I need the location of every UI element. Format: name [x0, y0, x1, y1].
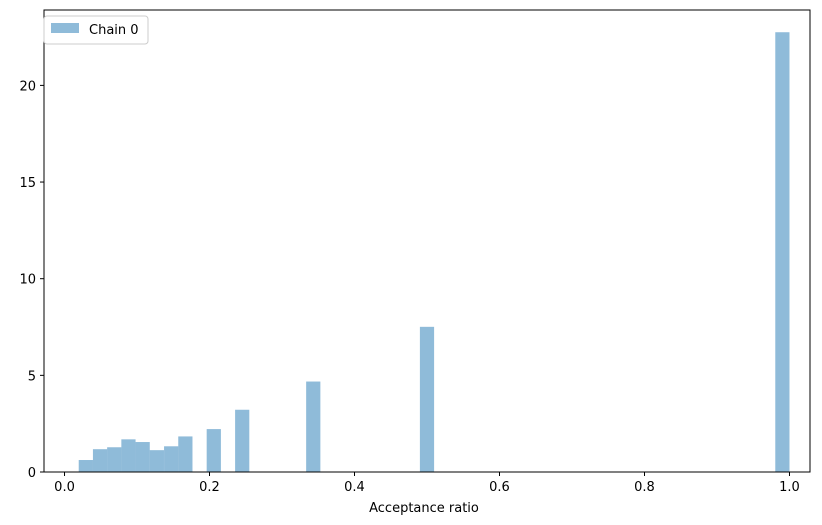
y-tick-label: 10 — [19, 273, 36, 288]
histogram-bar — [206, 429, 221, 472]
legend-label: Chain 0 — [89, 23, 139, 38]
x-tick-label: 0.0 — [54, 480, 75, 495]
x-tick-label: 0.2 — [199, 480, 220, 495]
bars-layer — [78, 32, 790, 472]
histogram-bar — [149, 450, 164, 472]
histogram-bar — [135, 442, 150, 472]
y-tick-label: 0 — [28, 466, 36, 481]
axes-layer — [43, 9, 811, 473]
x-tick-label: 1.0 — [779, 480, 800, 495]
plot-frame — [43, 9, 811, 473]
histogram-bar — [107, 447, 122, 472]
histogram-bar — [419, 326, 435, 472]
histogram-bar — [164, 446, 179, 472]
x-tick-label: 0.4 — [344, 480, 365, 495]
ticks-layer: 0.0 0.2 0.4 0.6 0.8 1.0 0 5 10 15 20 — [19, 79, 799, 495]
legend-swatch — [51, 23, 79, 33]
y-tick-label: 5 — [28, 369, 36, 384]
y-tick-label: 20 — [19, 79, 36, 94]
legend: Chain 0 — [43, 15, 149, 45]
histogram-bar — [306, 381, 321, 472]
histogram-bar — [121, 439, 136, 472]
x-tick-label: 0.6 — [489, 480, 510, 495]
x-axis-label: Acceptance ratio — [369, 501, 479, 516]
histogram-bar — [78, 460, 93, 472]
x-tick-label: 0.8 — [634, 480, 655, 495]
histogram-bar — [235, 409, 250, 472]
histogram-bar — [92, 449, 108, 472]
y-tick-label: 15 — [19, 176, 36, 191]
histogram-bar — [178, 436, 193, 472]
histogram-bar — [775, 32, 790, 472]
